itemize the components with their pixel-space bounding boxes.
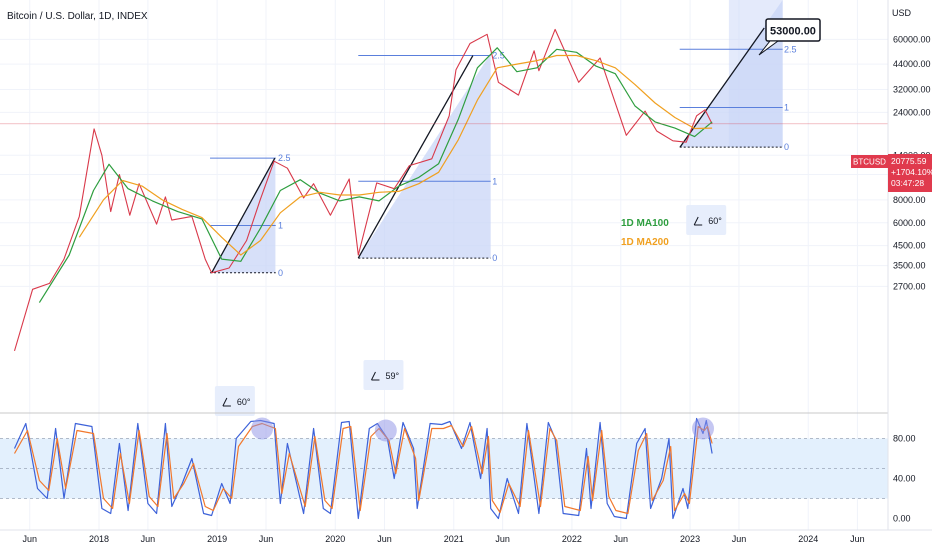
time-axis[interactable]: Jun 2018 Jun 2019 Jun 2020 Jun 2021 Jun 2022 Jun 20… [22, 534, 864, 544]
chart-title: Bitcoin / U.S. Dollar, 1D, INDEX [7, 11, 148, 22]
series-line-stoch-rsi-d [13, 422, 713, 515]
series-layer [0, 28, 888, 352]
price-tick-label: 2700.00 [893, 281, 926, 291]
time-tick-label: 2023 [680, 534, 700, 544]
time-tick-label: Jun [259, 534, 274, 544]
time-tick-label: Jun [377, 534, 392, 544]
price-tick-label: 4500.00 [893, 241, 926, 251]
fib-level-label: 1 [492, 176, 497, 186]
price-tick-label: 6000.00 [893, 218, 926, 228]
trend-line [679, 27, 765, 148]
angle-label: 60° [708, 216, 722, 226]
stoch-highlight-circle [251, 417, 274, 440]
trend-line [357, 55, 474, 259]
stoch-highlight-circle [374, 419, 397, 442]
angle-icon [222, 397, 231, 407]
time-tick-label: Jun [732, 534, 747, 544]
angle-label: 60° [237, 397, 251, 407]
series-line-1d-ma200 [78, 54, 713, 256]
angle-box [686, 205, 727, 235]
time-tick-label: Jun [614, 534, 629, 544]
time-tick-label: Jun [495, 534, 510, 544]
time-tick-label: Jun [22, 534, 37, 544]
fib-level-label: 1 [784, 103, 789, 113]
price-text: 20775.59 [891, 156, 927, 166]
price-badge[interactable]: BTCUSD 20775.59 +1704.10% 03:47:28 [851, 154, 932, 192]
angle-box [363, 360, 404, 390]
time-tick-label: 2024 [798, 534, 818, 544]
angle-icon [371, 371, 380, 381]
time-tick-label: 2021 [444, 534, 464, 544]
annotation-layer: 60° 59° 60° [214, 205, 727, 416]
stoch-axis: 80.00 40.00 0.00 [893, 434, 916, 524]
stoch-tick-label: 40.00 [893, 474, 916, 484]
angle-icon [693, 216, 703, 226]
callout[interactable]: 53000.00 [758, 18, 821, 56]
fib-level-label: 2.5 [278, 153, 291, 163]
fib-level-label: 2.5 [784, 44, 797, 54]
angle-box [214, 386, 255, 416]
fib-level-label: 1 [278, 220, 283, 230]
series-line-1d-ma100 [38, 47, 713, 303]
price-label-box [888, 154, 932, 192]
series-line-btcusd [13, 28, 713, 352]
trend-line [211, 157, 276, 274]
price-tick-label: 32000.00 [893, 84, 931, 94]
time-tick-label: 2020 [325, 534, 345, 544]
fib-level-label: 0 [492, 253, 497, 263]
fib-level-label: 2.5 [492, 51, 505, 61]
fib-lines-layer: 0 1 2.5 0 1 2.5 0 1 2.5 [210, 27, 797, 278]
countdown-text: 03:47:28 [891, 178, 924, 188]
series-line-stoch-rsi-k [13, 417, 713, 520]
stoch-tick-label: 80.00 [893, 434, 916, 444]
price-tick-label: 3500.00 [893, 261, 926, 271]
symbol-badge [851, 155, 888, 168]
price-tick-label: 60000.00 [893, 34, 931, 44]
time-tick-label: 2018 [89, 534, 109, 544]
change-text: +1704.10% [891, 167, 932, 177]
time-tick-label: 2022 [562, 534, 582, 544]
stoch-layer [13, 417, 715, 520]
time-tick-label: 2019 [207, 534, 227, 544]
fib-level-label: 0 [278, 268, 283, 278]
price-tick-label: 8000.00 [893, 195, 926, 205]
fib-fill [358, 53, 491, 259]
angle-label: 59° [385, 371, 399, 381]
legend-ma200: 1D MA200 [621, 237, 669, 248]
callout-text: 53000.00 [770, 26, 816, 38]
fib-level-label: 0 [784, 142, 789, 152]
price-tick-label: 44000.00 [893, 59, 931, 69]
legend-ma100: 1D MA100 [621, 218, 669, 229]
currency-label: USD [892, 8, 912, 18]
time-tick-label: Jun [141, 534, 156, 544]
symbol-text: BTCUSD [853, 158, 886, 167]
callout-pointer [758, 40, 780, 56]
price-tick-label: 24000.00 [893, 107, 931, 117]
stoch-highlight-circle [692, 417, 715, 440]
stoch-tick-label: 0.00 [893, 514, 911, 524]
callout-box [765, 18, 821, 42]
time-tick-label: Jun [850, 534, 865, 544]
